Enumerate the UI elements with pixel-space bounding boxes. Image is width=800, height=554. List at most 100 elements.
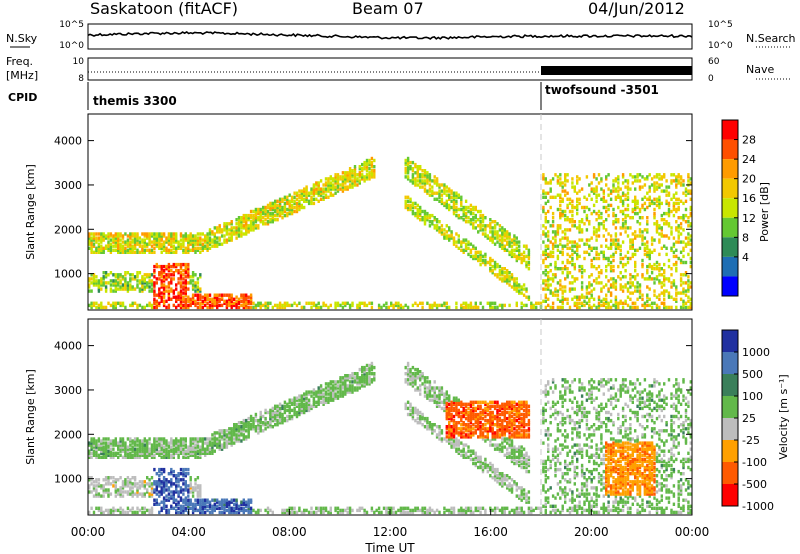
heatmap-cell <box>370 372 374 376</box>
heatmap-cell <box>382 506 386 510</box>
heatmap-cell <box>614 244 618 248</box>
heatmap-cell <box>247 425 250 429</box>
heatmap-cell <box>493 232 497 236</box>
heatmap-cell <box>97 439 101 443</box>
heatmap-cell <box>117 287 120 291</box>
heatmap-cell <box>416 213 419 218</box>
heatmap-cell <box>182 500 185 504</box>
heatmap-cell <box>621 201 625 206</box>
heatmap-cell <box>254 425 258 429</box>
heatmap-cell <box>278 201 282 206</box>
heatmap-cell <box>327 392 330 396</box>
heatmap-cell <box>92 244 96 248</box>
heatmap-cell <box>286 201 289 206</box>
heatmap-cell <box>462 305 465 310</box>
heatmap-cell <box>556 281 560 285</box>
heatmap-cell <box>682 248 685 252</box>
heatmap-cell <box>650 238 654 242</box>
heatmap-cell <box>438 183 441 187</box>
heatmap-cell <box>561 244 564 248</box>
heatmap-cell <box>187 303 190 308</box>
heatmap-cell <box>667 236 671 240</box>
heatmap-cell <box>189 248 192 252</box>
heatmap-cell <box>100 305 103 310</box>
heatmap-cell <box>126 455 130 459</box>
heatmap-cell <box>266 421 270 425</box>
heatmap-cell <box>571 287 574 291</box>
heatmap-cell <box>481 254 485 259</box>
heatmap-cell <box>223 228 226 232</box>
heatmap-cell <box>609 234 613 238</box>
heatmap-cell <box>317 183 320 187</box>
heatmap-cell <box>663 297 666 301</box>
heatmap-cell <box>438 193 441 197</box>
heatmap-cell <box>240 226 243 230</box>
heatmap-cell <box>167 250 171 254</box>
heatmap-cell <box>220 293 224 297</box>
heatmap-cell <box>689 301 692 305</box>
heatmap-cell <box>262 216 265 220</box>
heatmap-cell <box>607 279 610 283</box>
heatmap-cell <box>634 187 637 191</box>
heatmap-cell <box>298 301 301 305</box>
heatmap-cell <box>670 173 673 177</box>
heatmap-cell <box>660 234 663 238</box>
heatmap-cell <box>626 260 630 265</box>
heatmap-cell <box>259 303 262 308</box>
heatmap-cell <box>162 248 166 252</box>
heatmap-cell <box>448 197 451 201</box>
heatmap-cell <box>228 238 231 242</box>
heatmap-cell <box>559 287 562 291</box>
heatmap-cell <box>544 250 547 254</box>
heatmap-cell <box>315 305 318 310</box>
heatmap-cell <box>143 305 146 310</box>
heatmap-cell <box>201 445 204 449</box>
heatmap-cell <box>547 279 550 283</box>
heatmap-cell <box>503 238 506 242</box>
heatmap-cell <box>162 264 166 269</box>
heatmap-cell <box>196 277 200 281</box>
heatmap-cell <box>129 273 132 277</box>
heatmap-cell <box>107 234 110 238</box>
heatmap-cell <box>600 177 603 181</box>
heatmap-cell <box>262 303 265 308</box>
heatmap-cell <box>648 173 651 177</box>
heatmap-cell <box>556 224 560 228</box>
heatmap-cell <box>568 289 572 293</box>
heatmap-cell <box>435 183 439 187</box>
heatmap-cell <box>107 453 110 457</box>
heatmap-cell <box>580 295 584 299</box>
heatmap-cell <box>568 254 572 259</box>
heatmap-cell <box>199 246 202 250</box>
heatmap-cell <box>619 248 622 252</box>
heatmap-cell <box>513 236 516 240</box>
heatmap-cell <box>136 482 139 486</box>
heatmap-cell <box>187 273 190 277</box>
heatmap-cell <box>104 445 108 449</box>
heatmap-cell <box>653 197 656 201</box>
heatmap-cell <box>126 244 130 248</box>
heatmap-cell <box>433 301 436 305</box>
heatmap-cell <box>346 510 349 515</box>
heatmap-cell <box>409 179 412 183</box>
heatmap-cell <box>129 277 132 281</box>
heatmap-cell <box>177 439 180 443</box>
heatmap-cell <box>213 234 216 238</box>
heatmap-cell <box>312 193 316 197</box>
freq-tick-top: 10 <box>73 57 85 67</box>
heatmap-cell <box>278 408 282 413</box>
heatmap-cell <box>464 199 468 203</box>
heatmap-cell <box>351 386 354 390</box>
heatmap-cell <box>199 484 202 488</box>
heatmap-cell <box>489 267 492 271</box>
heatmap-cell <box>655 199 659 203</box>
heatmap-cell <box>208 242 212 246</box>
heatmap-cell <box>684 213 688 218</box>
heatmap-cell <box>510 275 514 279</box>
heatmap-cell <box>549 240 552 244</box>
heatmap-cell <box>629 246 632 250</box>
heatmap-cell <box>211 508 214 513</box>
heatmap-cell <box>551 236 555 240</box>
heatmap-cell <box>158 246 161 250</box>
heatmap-cell <box>648 297 651 301</box>
